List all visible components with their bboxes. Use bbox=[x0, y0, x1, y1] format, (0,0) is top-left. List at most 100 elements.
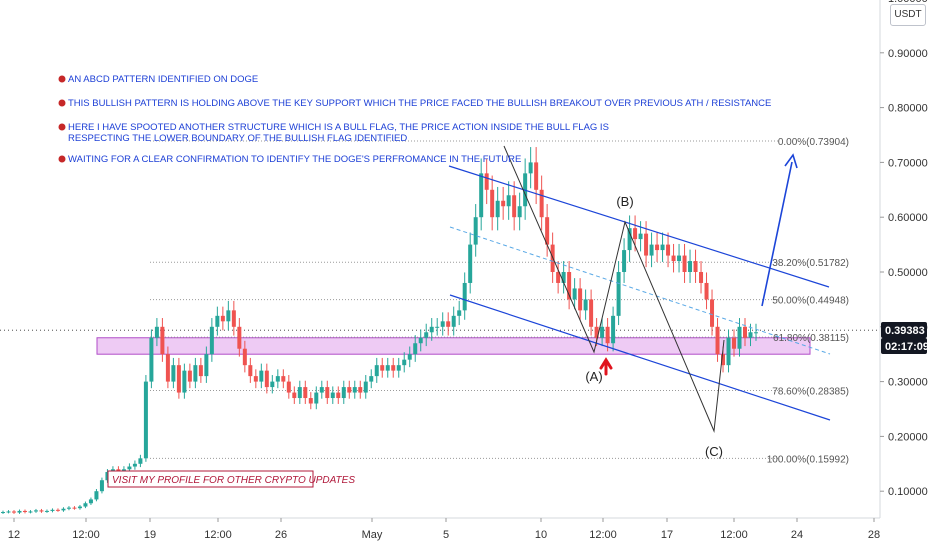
candle-body bbox=[286, 381, 291, 393]
candle-body bbox=[380, 365, 385, 371]
candle-body bbox=[264, 370, 269, 388]
channel-lower-line bbox=[449, 294, 831, 421]
candle-body bbox=[567, 272, 572, 300]
candle-body bbox=[578, 288, 583, 311]
candle-body bbox=[605, 326, 610, 344]
fib-level-label: 78.60%(0.28385) bbox=[772, 386, 849, 397]
candle-body bbox=[715, 326, 720, 355]
profile-note-text: VISIT MY PROFILE FOR OTHER CRYPTO UPDATE… bbox=[112, 475, 355, 486]
point-label-a: (A) bbox=[585, 369, 602, 384]
annotation-bullet-icon bbox=[58, 155, 66, 163]
x-tick-label: 28 bbox=[868, 529, 880, 541]
annotation-text: RESPECTING THE LOWER BOUNDARY OF THE BUL… bbox=[68, 133, 407, 144]
annotation-text: AN ABCD PATTERN IDENTIFIED ON DOGE bbox=[68, 74, 258, 85]
x-tick-label: 24 bbox=[791, 529, 803, 541]
y-tick-label: 0.10000 bbox=[888, 486, 928, 498]
fib-level-label: 100.00%(0.15992) bbox=[767, 454, 849, 465]
x-tick-label: 26 bbox=[275, 529, 287, 541]
y-tick-label: 0.30000 bbox=[888, 377, 928, 389]
candle-body bbox=[693, 261, 698, 272]
candle-body bbox=[385, 365, 390, 371]
candle-body bbox=[699, 272, 704, 283]
candle-body bbox=[176, 365, 181, 393]
candle-body bbox=[754, 332, 758, 334]
candle-body bbox=[572, 288, 577, 300]
projection-arrow-line bbox=[761, 161, 793, 307]
candle-body bbox=[281, 376, 286, 382]
candle-body bbox=[396, 365, 401, 371]
candle-body bbox=[347, 387, 352, 393]
x-tick-label: 12:00 bbox=[72, 529, 100, 541]
current-price-badge[interactable] bbox=[881, 322, 927, 338]
candle-body bbox=[242, 348, 247, 366]
candle-body bbox=[413, 343, 418, 355]
candle-body bbox=[198, 365, 203, 377]
x-tick-label: 5 bbox=[443, 529, 449, 541]
candle-body bbox=[226, 310, 231, 322]
candle-body bbox=[358, 387, 363, 393]
candle-body bbox=[72, 507, 77, 509]
candle-body bbox=[638, 233, 643, 240]
candle-body bbox=[473, 217, 478, 245]
x-tick-label: 10 bbox=[535, 529, 547, 541]
x-tick-label: 19 bbox=[144, 529, 156, 541]
candle-body bbox=[363, 381, 368, 393]
candle-body bbox=[468, 244, 473, 283]
candle-body bbox=[374, 365, 379, 377]
candle-body bbox=[209, 326, 214, 355]
candle-body bbox=[220, 315, 225, 322]
candle-body bbox=[50, 509, 55, 511]
candle-body bbox=[534, 162, 539, 190]
candle-body bbox=[66, 507, 71, 509]
candle-body bbox=[688, 261, 693, 272]
candle-body bbox=[611, 315, 616, 344]
y-tick-label: 0.80000 bbox=[888, 103, 928, 115]
candle-body bbox=[308, 398, 313, 404]
currency-unit-label[interactable]: USDT bbox=[890, 4, 926, 26]
candle-body bbox=[495, 200, 500, 218]
candle-body bbox=[1, 512, 5, 514]
candle-body bbox=[501, 200, 506, 207]
candle-body bbox=[341, 387, 346, 399]
candle-body bbox=[721, 354, 726, 366]
candle-body bbox=[297, 387, 302, 399]
x-tick-label: 17 bbox=[661, 529, 673, 541]
candle-body bbox=[149, 337, 154, 382]
candle-body bbox=[99, 480, 104, 492]
candle-body bbox=[352, 387, 357, 393]
candle-body bbox=[143, 381, 148, 459]
x-tick-label: 12:00 bbox=[720, 529, 748, 541]
candle-body bbox=[369, 376, 374, 382]
candle-body bbox=[330, 392, 335, 399]
candle-body bbox=[336, 392, 341, 399]
countdown-badge[interactable] bbox=[881, 338, 927, 354]
candle-body bbox=[633, 228, 638, 240]
candle-body bbox=[710, 299, 715, 327]
y-tick-label: 0.50000 bbox=[888, 267, 928, 279]
candle-body bbox=[17, 510, 22, 513]
annotation-bullet-icon bbox=[58, 99, 66, 107]
countdown-value: 02:17:09 bbox=[885, 341, 929, 353]
candle-body bbox=[215, 315, 220, 327]
candle-body bbox=[616, 272, 621, 316]
annotation-text: WAITING FOR A CLEAR CONFIRMATION TO IDEN… bbox=[68, 154, 521, 165]
candle-body bbox=[649, 244, 654, 256]
candle-body bbox=[127, 466, 132, 470]
candle-body bbox=[154, 326, 159, 338]
candle-body bbox=[182, 370, 187, 393]
candle-body bbox=[479, 173, 484, 218]
candle-body bbox=[39, 510, 44, 512]
candle-body bbox=[55, 509, 60, 511]
candle-body bbox=[253, 376, 258, 382]
abcd-pattern-line bbox=[503, 145, 725, 433]
candle-body bbox=[655, 244, 660, 251]
candle-body bbox=[275, 376, 280, 382]
x-tick-label: 12 bbox=[8, 529, 20, 541]
candle-body bbox=[440, 321, 445, 327]
candle-body bbox=[171, 365, 176, 382]
annotation-text: THIS BULLISH PATTERN IS HOLDING ABOVE TH… bbox=[68, 98, 771, 109]
candle-body bbox=[589, 299, 594, 327]
candle-body bbox=[248, 365, 253, 377]
